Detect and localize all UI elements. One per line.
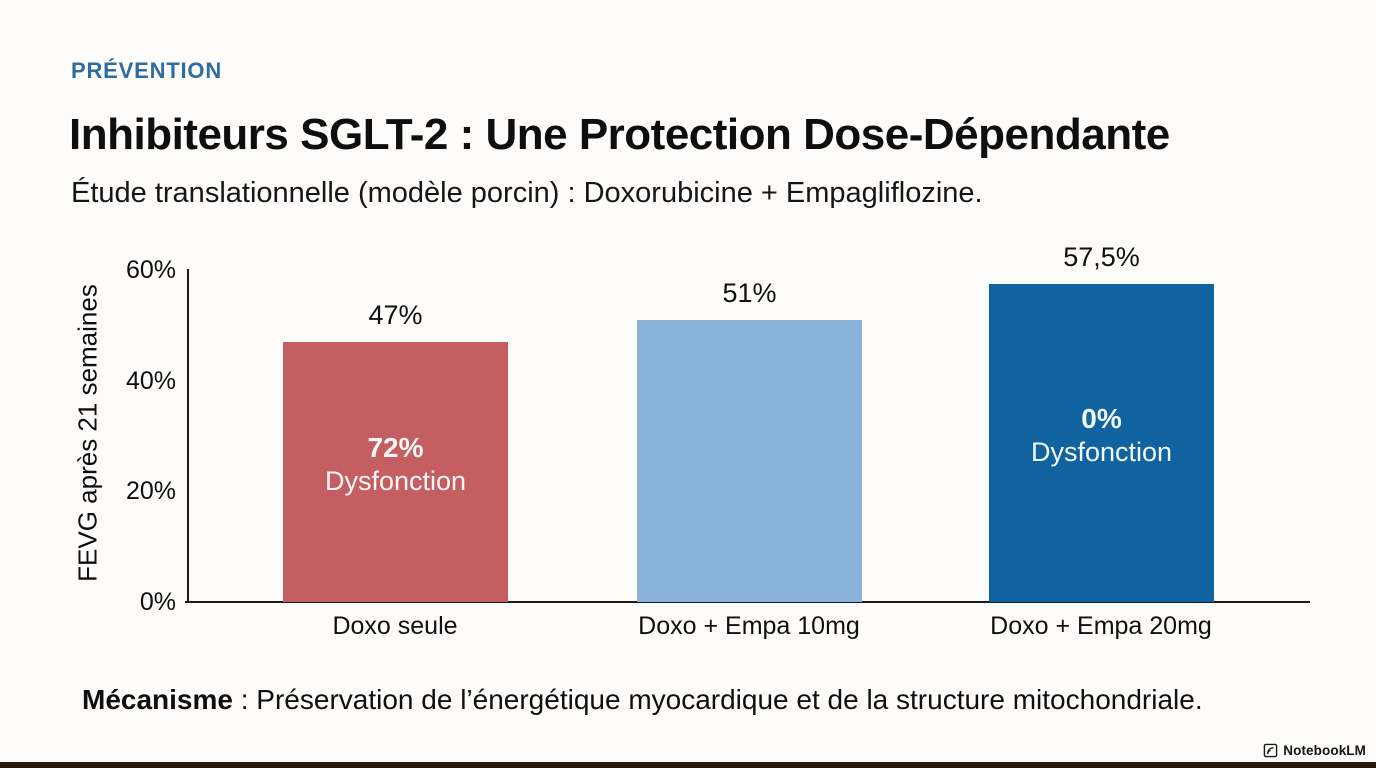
annotation-label: Dysfonction	[324, 465, 467, 496]
x-axis-line	[185, 601, 1310, 603]
x-label-doxo-seule: Doxo seule	[332, 612, 458, 640]
bottom-edge-strip	[0, 762, 1376, 768]
bar-value-label: 51%	[722, 278, 777, 308]
mechanism-label: Mécanisme	[82, 684, 233, 715]
bar-value-label: 57,5%	[1063, 242, 1140, 272]
y-axis-title: FEVG après 21 semaines	[72, 284, 103, 582]
y-tick-20: 20%	[125, 477, 176, 505]
bar-doxo-empa-20mg: 57,5% 0% Dysfonction	[989, 242, 1214, 602]
mechanism-note: Mécanisme : Préservation de l’énergétiqu…	[82, 684, 1203, 716]
eyebrow-label: PRÉVENTION	[71, 58, 223, 83]
notebooklm-icon	[1263, 743, 1278, 758]
x-label-doxo-empa-10mg: Doxo + Empa 10mg	[638, 612, 860, 640]
annotation-value: 0%	[1081, 402, 1122, 434]
x-label-doxo-empa-20mg: Doxo + Empa 20mg	[990, 612, 1212, 640]
y-tick-60: 60%	[125, 256, 176, 284]
bar-doxo-empa-10mg: 51%	[637, 278, 862, 602]
bar-annotation: 0% Dysfonction	[1031, 401, 1172, 470]
page-title: Inhibiteurs SGLT-2 : Une Protection Dose…	[69, 110, 1170, 159]
bar-doxo-seule: 47% 72% Dysfonction	[283, 300, 508, 602]
y-axis-line	[187, 269, 189, 603]
y-tick-0: 0%	[139, 588, 176, 616]
bar-annotation: 72% Dysfonction	[325, 430, 466, 499]
page-subtitle: Étude translationnelle (modèle porcin) :…	[71, 177, 983, 209]
annotation-label: Dysfonction	[1030, 436, 1173, 467]
notebooklm-watermark: NotebookLM	[1263, 743, 1366, 758]
annotation-value: 72%	[367, 431, 424, 463]
watermark-text: NotebookLM	[1283, 743, 1366, 758]
y-tick-40: 40%	[125, 367, 176, 395]
mechanism-text: : Préservation de l’énergétique myocardi…	[232, 684, 1203, 715]
plot-area: 47% 72% Dysfonction 51% 57,5% 0% Dysfonc…	[188, 242, 1308, 602]
bar-value-label: 47%	[368, 300, 423, 330]
